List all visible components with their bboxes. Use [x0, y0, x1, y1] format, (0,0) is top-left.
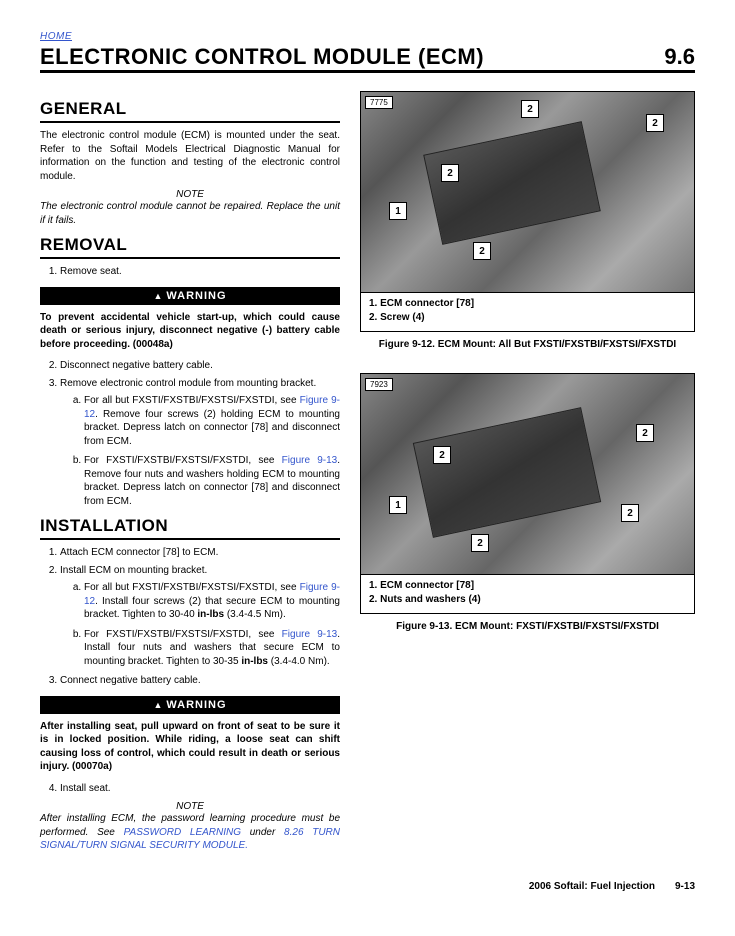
figure-caption: Figure 9-12. ECM Mount: All But FXSTI/FX…	[360, 338, 695, 351]
section-number: 9.6	[664, 44, 695, 70]
install-step-2b: For FXSTI/FXSTBI/FXSTSI/FXSTDI, see Figu…	[84, 628, 340, 669]
callout-2: 2	[646, 114, 664, 132]
callout-2: 2	[636, 424, 654, 442]
heading-general: GENERAL	[40, 99, 340, 123]
removal-list-cont: Disconnect negative battery cable. Remov…	[40, 359, 340, 508]
figure-tag: 7775	[365, 96, 393, 109]
figure-caption: Figure 9-13. ECM Mount: FXSTI/FXSTBI/FXS…	[360, 620, 695, 633]
right-column: 7775 1 2 2 2 2 1. ECM connector [78] 2. …	[360, 91, 695, 861]
page-title: ELECTRONIC CONTROL MODULE (ECM)	[40, 44, 484, 70]
callout-2: 2	[621, 504, 639, 522]
removal-step-3b: For FXSTI/FXSTBI/FXSTSI/FXSTDI, see Figu…	[84, 454, 340, 508]
callout-2: 2	[473, 242, 491, 260]
warning-bar: WARNING	[40, 287, 340, 305]
general-paragraph: The electronic control module (ECM) is m…	[40, 129, 340, 183]
warning-text: To prevent accidental vehicle start-up, …	[40, 311, 340, 352]
note-label: NOTE	[40, 801, 340, 812]
heading-removal: REMOVAL	[40, 235, 340, 259]
install-step-3: Connect negative battery cable.	[60, 674, 340, 688]
install-step-1: Attach ECM connector [78] to ECM.	[60, 546, 340, 560]
removal-step-2: Disconnect negative battery cable.	[60, 359, 340, 373]
install-list: Attach ECM connector [78] to ECM. Instal…	[40, 546, 340, 688]
footer-page-number: 9-13	[675, 881, 695, 892]
figure-9-13: 7923 1 2 2 2 2 1. ECM connector [78] 2. …	[360, 373, 695, 614]
install-step-4: Install seat.	[60, 782, 340, 796]
callout-2: 2	[471, 534, 489, 552]
figure-legend: 1. ECM connector [78] 2. Nuts and washer…	[361, 574, 694, 613]
callout-2: 2	[521, 100, 539, 118]
link-figure-9-13[interactable]: Figure 9-13	[282, 455, 338, 466]
left-column: GENERAL The electronic control module (E…	[40, 91, 340, 861]
warning-bar: WARNING	[40, 696, 340, 714]
removal-sublist: For all but FXSTI/FXSTBI/FXSTSI/FXSTDI, …	[60, 394, 340, 508]
page-footer: 2006 Softail: Fuel Injection 9-13	[40, 881, 695, 892]
figure-9-12: 7775 1 2 2 2 2 1. ECM connector [78] 2. …	[360, 91, 695, 332]
removal-step-3: Remove electronic control module from mo…	[60, 377, 340, 509]
callout-1: 1	[389, 496, 407, 514]
install-step-2: Install ECM on mounting bracket. For all…	[60, 564, 340, 669]
callout-2: 2	[441, 164, 459, 182]
note-label: NOTE	[40, 189, 340, 200]
install-sublist: For all but FXSTI/FXSTBI/FXSTSI/FXSTDI, …	[60, 581, 340, 668]
note-text: The electronic control module cannot be …	[40, 200, 340, 227]
removal-step-3a: For all but FXSTI/FXSTBI/FXSTSI/FXSTDI, …	[84, 394, 340, 448]
home-link[interactable]: HOME	[40, 31, 72, 42]
callout-2: 2	[433, 446, 451, 464]
callout-1: 1	[389, 202, 407, 220]
figure-tag: 7923	[365, 378, 393, 391]
install-step-2a: For all but FXSTI/FXSTBI/FXSTSI/FXSTDI, …	[84, 581, 340, 622]
removal-step-1: Remove seat.	[60, 265, 340, 279]
install-list-cont: Install seat.	[40, 782, 340, 796]
figure-image: 7923 1 2 2 2 2	[361, 374, 694, 574]
footer-doc-title: 2006 Softail: Fuel Injection	[529, 881, 655, 892]
link-figure-9-13[interactable]: Figure 9-13	[282, 629, 338, 640]
page-header: ELECTRONIC CONTROL MODULE (ECM) 9.6	[40, 44, 695, 73]
heading-installation: INSTALLATION	[40, 516, 340, 540]
note-text: After installing ECM, the password learn…	[40, 812, 340, 853]
figure-image: 7775 1 2 2 2 2	[361, 92, 694, 292]
warning-text: After installing seat, pull upward on fr…	[40, 720, 340, 774]
link-password-learning[interactable]: PASSWORD LEARNING	[124, 827, 241, 838]
removal-list: Remove seat.	[40, 265, 340, 279]
figure-legend: 1. ECM connector [78] 2. Screw (4)	[361, 292, 694, 331]
